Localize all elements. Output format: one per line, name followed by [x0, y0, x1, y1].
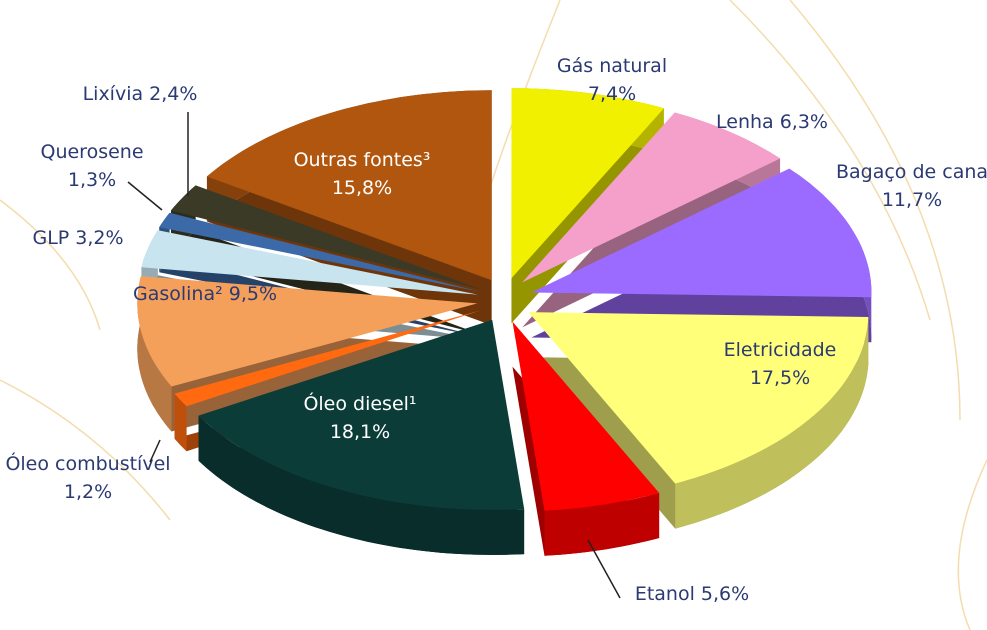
leader-line [149, 439, 161, 463]
slice-label: Bagaço de cana 11,7% [836, 161, 987, 211]
slice-label: Óleo combustível 1,2% [5, 451, 170, 503]
value-label: 3,2% [75, 227, 123, 249]
curve [789, 0, 961, 421]
category-label: Etanol [635, 583, 695, 605]
wedge [137, 276, 478, 387]
slice-label: GLP 3,2% [32, 227, 123, 249]
value-label: 1,2% [64, 481, 112, 503]
curve [729, 0, 931, 321]
slice-label: Gasolina² 9,5% [133, 283, 277, 305]
leader-line [587, 539, 621, 599]
value-label: 9,5% [229, 283, 277, 305]
slice-label: Querosene 1,3% [40, 141, 143, 191]
wedge-rim [675, 317, 869, 529]
slice-label: Óleo diesel¹ 18,1% [303, 391, 416, 443]
wedge [206, 90, 492, 281]
wedge-rim [544, 493, 660, 556]
slice-label: Lixívia 2,4% [83, 83, 198, 105]
wedge [141, 230, 478, 295]
value-label: 1,3% [68, 169, 116, 191]
wedge [174, 310, 481, 407]
category-label: Lixívia [83, 83, 144, 105]
wedge [528, 312, 869, 484]
category-label: Gasolina² [133, 283, 223, 305]
category-label: Lenha [716, 111, 774, 133]
value-label: 11,7% [882, 189, 942, 211]
curve [0, 379, 171, 521]
category-label: Gás natural [557, 55, 667, 77]
wedge [198, 319, 525, 510]
leader-line [127, 181, 163, 211]
curve [0, 199, 101, 331]
value-label: 7,4% [588, 83, 636, 105]
value-label: 17,5% [750, 367, 810, 389]
category-label: Óleo combustível [5, 451, 170, 475]
wedge [511, 88, 664, 279]
wedge-rim [198, 415, 525, 555]
value-label: 2,4% [149, 83, 197, 105]
category-label: Bagaço de cana [836, 161, 987, 183]
value-label: 5,6% [701, 583, 749, 605]
category-label: GLP [32, 227, 69, 249]
wedge [531, 168, 872, 298]
slice-label: Gás natural 7,4% [557, 55, 667, 105]
wedge [171, 185, 481, 290]
wedge [512, 321, 660, 511]
slice-label: Eletricidade 17,5% [724, 339, 837, 389]
slice-label: Etanol 5,6% [635, 583, 749, 605]
category-label: Querosene [40, 141, 143, 163]
wedge-rim [137, 276, 172, 432]
wedge-rim [174, 393, 187, 452]
category-label: Eletricidade [724, 339, 837, 361]
category-label: Óleo diesel¹ [303, 391, 416, 415]
wedge [522, 112, 781, 283]
value-label: 15,8% [332, 177, 392, 199]
category-label: Outras fontes³ [294, 149, 431, 171]
slice-label: Outras fontes³ 15,8% [294, 149, 431, 199]
wedge [159, 212, 480, 292]
value-label: 18,1% [330, 421, 390, 443]
slice-label: Lenha 6,3% [716, 111, 828, 133]
curve [957, 459, 987, 630]
value-label: 6,3% [780, 111, 828, 133]
